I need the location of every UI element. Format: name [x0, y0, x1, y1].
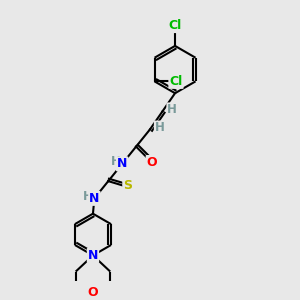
Text: N: N — [117, 158, 128, 170]
Text: H: H — [83, 190, 93, 203]
Text: S: S — [123, 179, 132, 192]
Text: H: H — [167, 103, 177, 116]
Text: H: H — [155, 122, 165, 134]
Text: Cl: Cl — [169, 75, 183, 88]
Text: O: O — [88, 286, 98, 299]
Text: O: O — [147, 156, 157, 169]
Text: N: N — [89, 192, 100, 205]
Text: N: N — [88, 249, 98, 262]
Text: Cl: Cl — [168, 19, 182, 32]
Text: H: H — [111, 155, 121, 168]
